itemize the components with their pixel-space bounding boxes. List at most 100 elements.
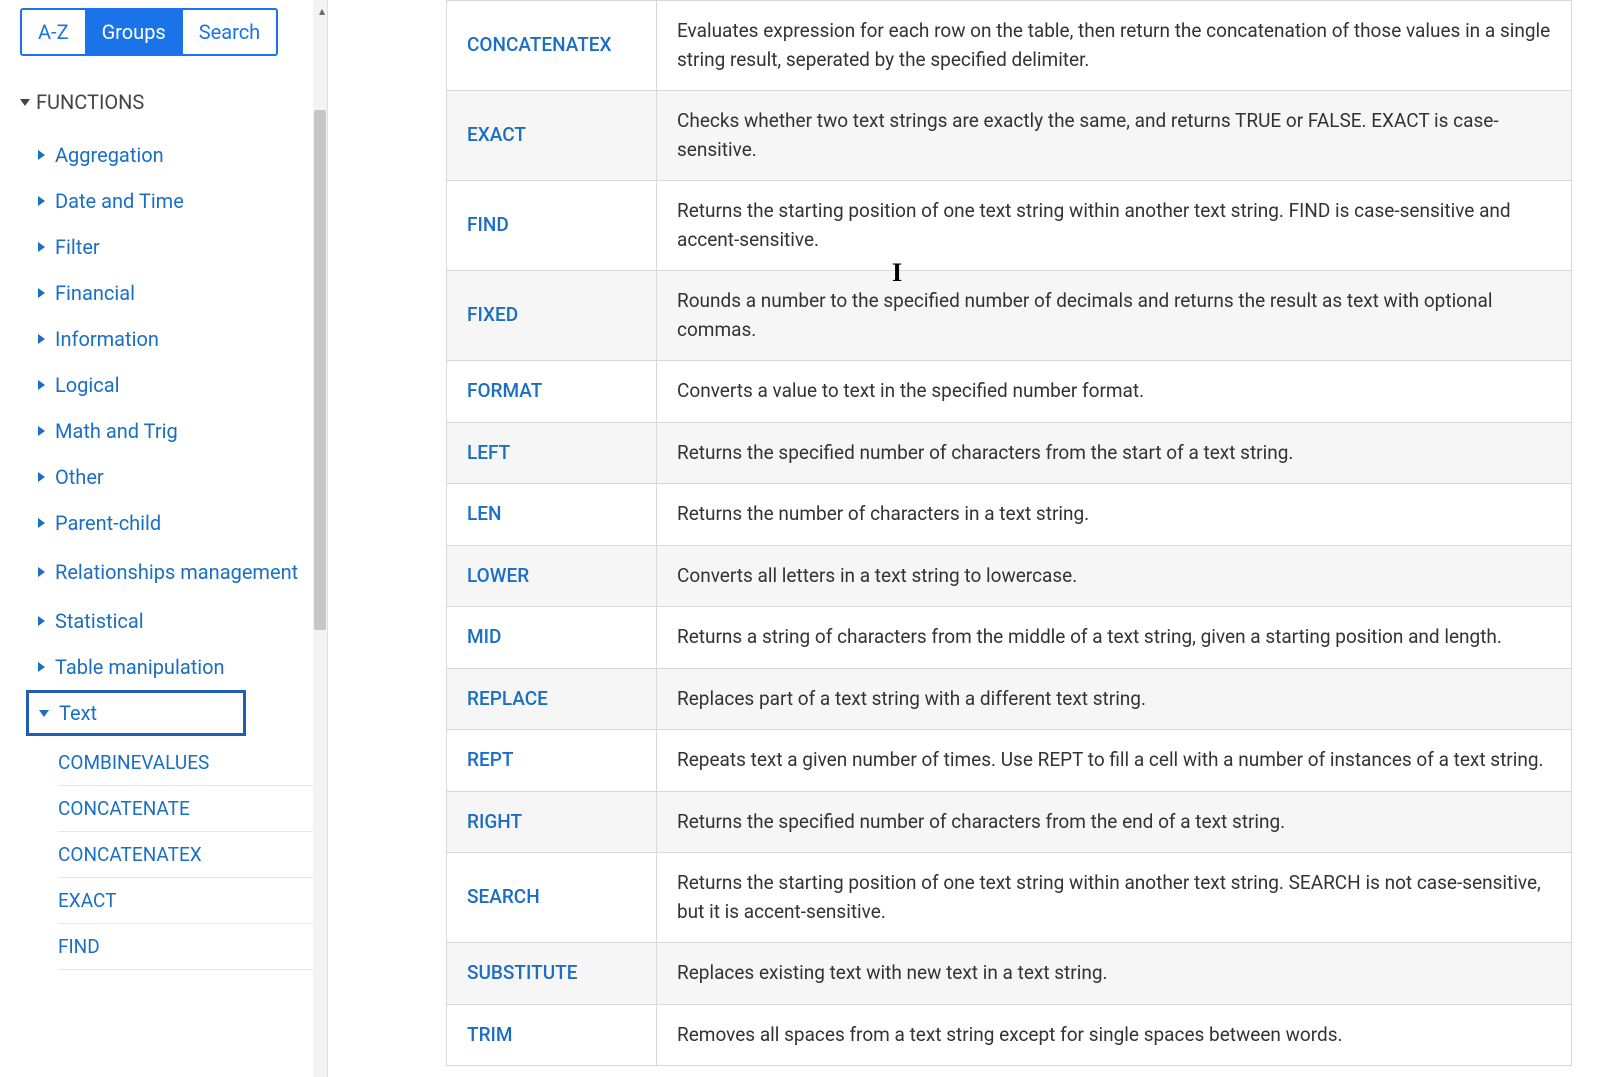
function-description: Evaluates expression for each row on the… <box>657 1 1572 91</box>
sub-item-exact[interactable]: EXACT <box>58 878 313 924</box>
sidebar-scrollbar[interactable]: ▴ <box>313 0 327 1077</box>
category-label: Logical <box>55 373 119 397</box>
chevron-right-icon <box>38 567 45 577</box>
category-item-parent-child[interactable]: Parent-child <box>38 500 313 546</box>
view-tabs: A-Z Groups Search <box>20 8 278 56</box>
table-row: REPLACEReplaces part of a text string wi… <box>447 668 1572 730</box>
function-description: Returns the starting position of one tex… <box>657 853 1572 943</box>
chevron-right-icon <box>38 380 45 390</box>
table-row: LEFTReturns the specified number of char… <box>447 422 1572 484</box>
function-description: Checks whether two text strings are exac… <box>657 91 1572 181</box>
chevron-right-icon <box>38 472 45 482</box>
function-name-trim[interactable]: TRIM <box>447 1004 657 1066</box>
scroll-up-icon[interactable]: ▴ <box>319 4 325 18</box>
function-name-substitute[interactable]: SUBSTITUTE <box>447 943 657 1005</box>
category-label: Information <box>55 327 159 351</box>
table-row: FIXEDRounds a number to the specified nu… <box>447 271 1572 361</box>
table-row: CONCATENATEXEvaluates expression for eac… <box>447 1 1572 91</box>
category-item-statistical[interactable]: Statistical <box>38 598 313 644</box>
table-row: MIDReturns a string of characters from t… <box>447 607 1572 669</box>
category-label: Filter <box>55 235 100 259</box>
functions-section-header[interactable]: FUNCTIONS <box>20 90 313 114</box>
category-label: Parent-child <box>55 511 161 535</box>
table-row: RIGHTReturns the specified number of cha… <box>447 791 1572 853</box>
chevron-down-icon <box>39 710 49 717</box>
section-title: FUNCTIONS <box>36 90 144 114</box>
sub-item-combinevalues[interactable]: COMBINEVALUES <box>58 740 313 786</box>
collapse-icon <box>20 99 30 106</box>
category-item-relationships-management[interactable]: Relationships management <box>38 546 313 598</box>
category-item-date-and-time[interactable]: Date and Time <box>38 178 313 224</box>
function-name-find[interactable]: FIND <box>447 181 657 271</box>
tab-search[interactable]: Search <box>182 10 276 54</box>
sub-item-find[interactable]: FIND <box>58 924 313 970</box>
category-item-other[interactable]: Other <box>38 454 313 500</box>
chevron-right-icon <box>38 334 45 344</box>
chevron-right-icon <box>38 288 45 298</box>
table-row: SEARCHReturns the starting position of o… <box>447 853 1572 943</box>
table-row: FINDReturns the starting position of one… <box>447 181 1572 271</box>
function-name-search[interactable]: SEARCH <box>447 853 657 943</box>
tab-az[interactable]: A-Z <box>22 10 85 54</box>
category-label: Math and Trig <box>55 419 178 443</box>
function-description: Replaces part of a text string with a di… <box>657 668 1572 730</box>
function-name-left[interactable]: LEFT <box>447 422 657 484</box>
category-item-text[interactable]: Text <box>26 690 246 736</box>
function-name-lower[interactable]: LOWER <box>447 545 657 607</box>
category-item-logical[interactable]: Logical <box>38 362 313 408</box>
function-name-format[interactable]: FORMAT <box>447 361 657 423</box>
function-name-exact[interactable]: EXACT <box>447 91 657 181</box>
category-item-filter[interactable]: Filter <box>38 224 313 270</box>
table-row: REPTRepeats text a given number of times… <box>447 730 1572 792</box>
function-description: Returns a string of characters from the … <box>657 607 1572 669</box>
table-row: EXACTChecks whether two text strings are… <box>447 91 1572 181</box>
category-item-information[interactable]: Information <box>38 316 313 362</box>
table-row: LOWERConverts all letters in a text stri… <box>447 545 1572 607</box>
category-label: Date and Time <box>55 189 184 213</box>
function-description: Repeats text a given number of times. Us… <box>657 730 1572 792</box>
function-name-right[interactable]: RIGHT <box>447 791 657 853</box>
scrollbar-thumb[interactable] <box>314 110 326 630</box>
function-description: Returns the specified number of characte… <box>657 422 1572 484</box>
table-row: FORMATConverts a value to text in the sp… <box>447 361 1572 423</box>
chevron-right-icon <box>38 616 45 626</box>
sub-item-concatenate[interactable]: CONCATENATE <box>58 786 313 832</box>
chevron-right-icon <box>38 426 45 436</box>
function-description: Replaces existing text with new text in … <box>657 943 1572 1005</box>
category-item-financial[interactable]: Financial <box>38 270 313 316</box>
tab-groups[interactable]: Groups <box>85 10 182 54</box>
function-name-rept[interactable]: REPT <box>447 730 657 792</box>
chevron-right-icon <box>38 518 45 528</box>
category-label: Statistical <box>55 609 144 633</box>
subcategory-list: COMBINEVALUESCONCATENATECONCATENATEXEXAC… <box>20 740 313 970</box>
function-name-mid[interactable]: MID <box>447 607 657 669</box>
category-label: Other <box>55 465 104 489</box>
chevron-right-icon <box>38 150 45 160</box>
function-description: Rounds a number to the specified number … <box>657 271 1572 361</box>
sub-item-concatenatex[interactable]: CONCATENATEX <box>58 832 313 878</box>
function-description: Converts all letters in a text string to… <box>657 545 1572 607</box>
category-label: Text <box>59 701 97 725</box>
chevron-right-icon <box>38 242 45 252</box>
function-description: Removes all spaces from a text string ex… <box>657 1004 1572 1066</box>
category-item-math-and-trig[interactable]: Math and Trig <box>38 408 313 454</box>
function-name-len[interactable]: LEN <box>447 484 657 546</box>
category-label: Aggregation <box>55 143 164 167</box>
category-list: Aggregation Date and Time Filter Financial I… <box>20 132 313 736</box>
function-name-fixed[interactable]: FIXED <box>447 271 657 361</box>
function-description: Converts a value to text in the specifie… <box>657 361 1572 423</box>
function-name-concatenatex[interactable]: CONCATENATEX <box>447 1 657 91</box>
sidebar: A-Z Groups Search FUNCTIONS Aggregation D… <box>0 0 328 1077</box>
table-row: TRIMRemoves all spaces from a text strin… <box>447 1004 1572 1066</box>
category-label: Relationships management <box>55 557 298 587</box>
category-label: Table manipulation <box>55 655 225 679</box>
category-item-table-manipulation[interactable]: Table manipulation <box>38 644 313 690</box>
table-row: SUBSTITUTEReplaces existing text with ne… <box>447 943 1572 1005</box>
function-name-replace[interactable]: REPLACE <box>447 668 657 730</box>
chevron-right-icon <box>38 662 45 672</box>
functions-table: CONCATENATEXEvaluates expression for eac… <box>446 0 1572 1066</box>
chevron-right-icon <box>38 196 45 206</box>
category-item-aggregation[interactable]: Aggregation <box>38 132 313 178</box>
function-description: Returns the specified number of characte… <box>657 791 1572 853</box>
function-description: Returns the number of characters in a te… <box>657 484 1572 546</box>
